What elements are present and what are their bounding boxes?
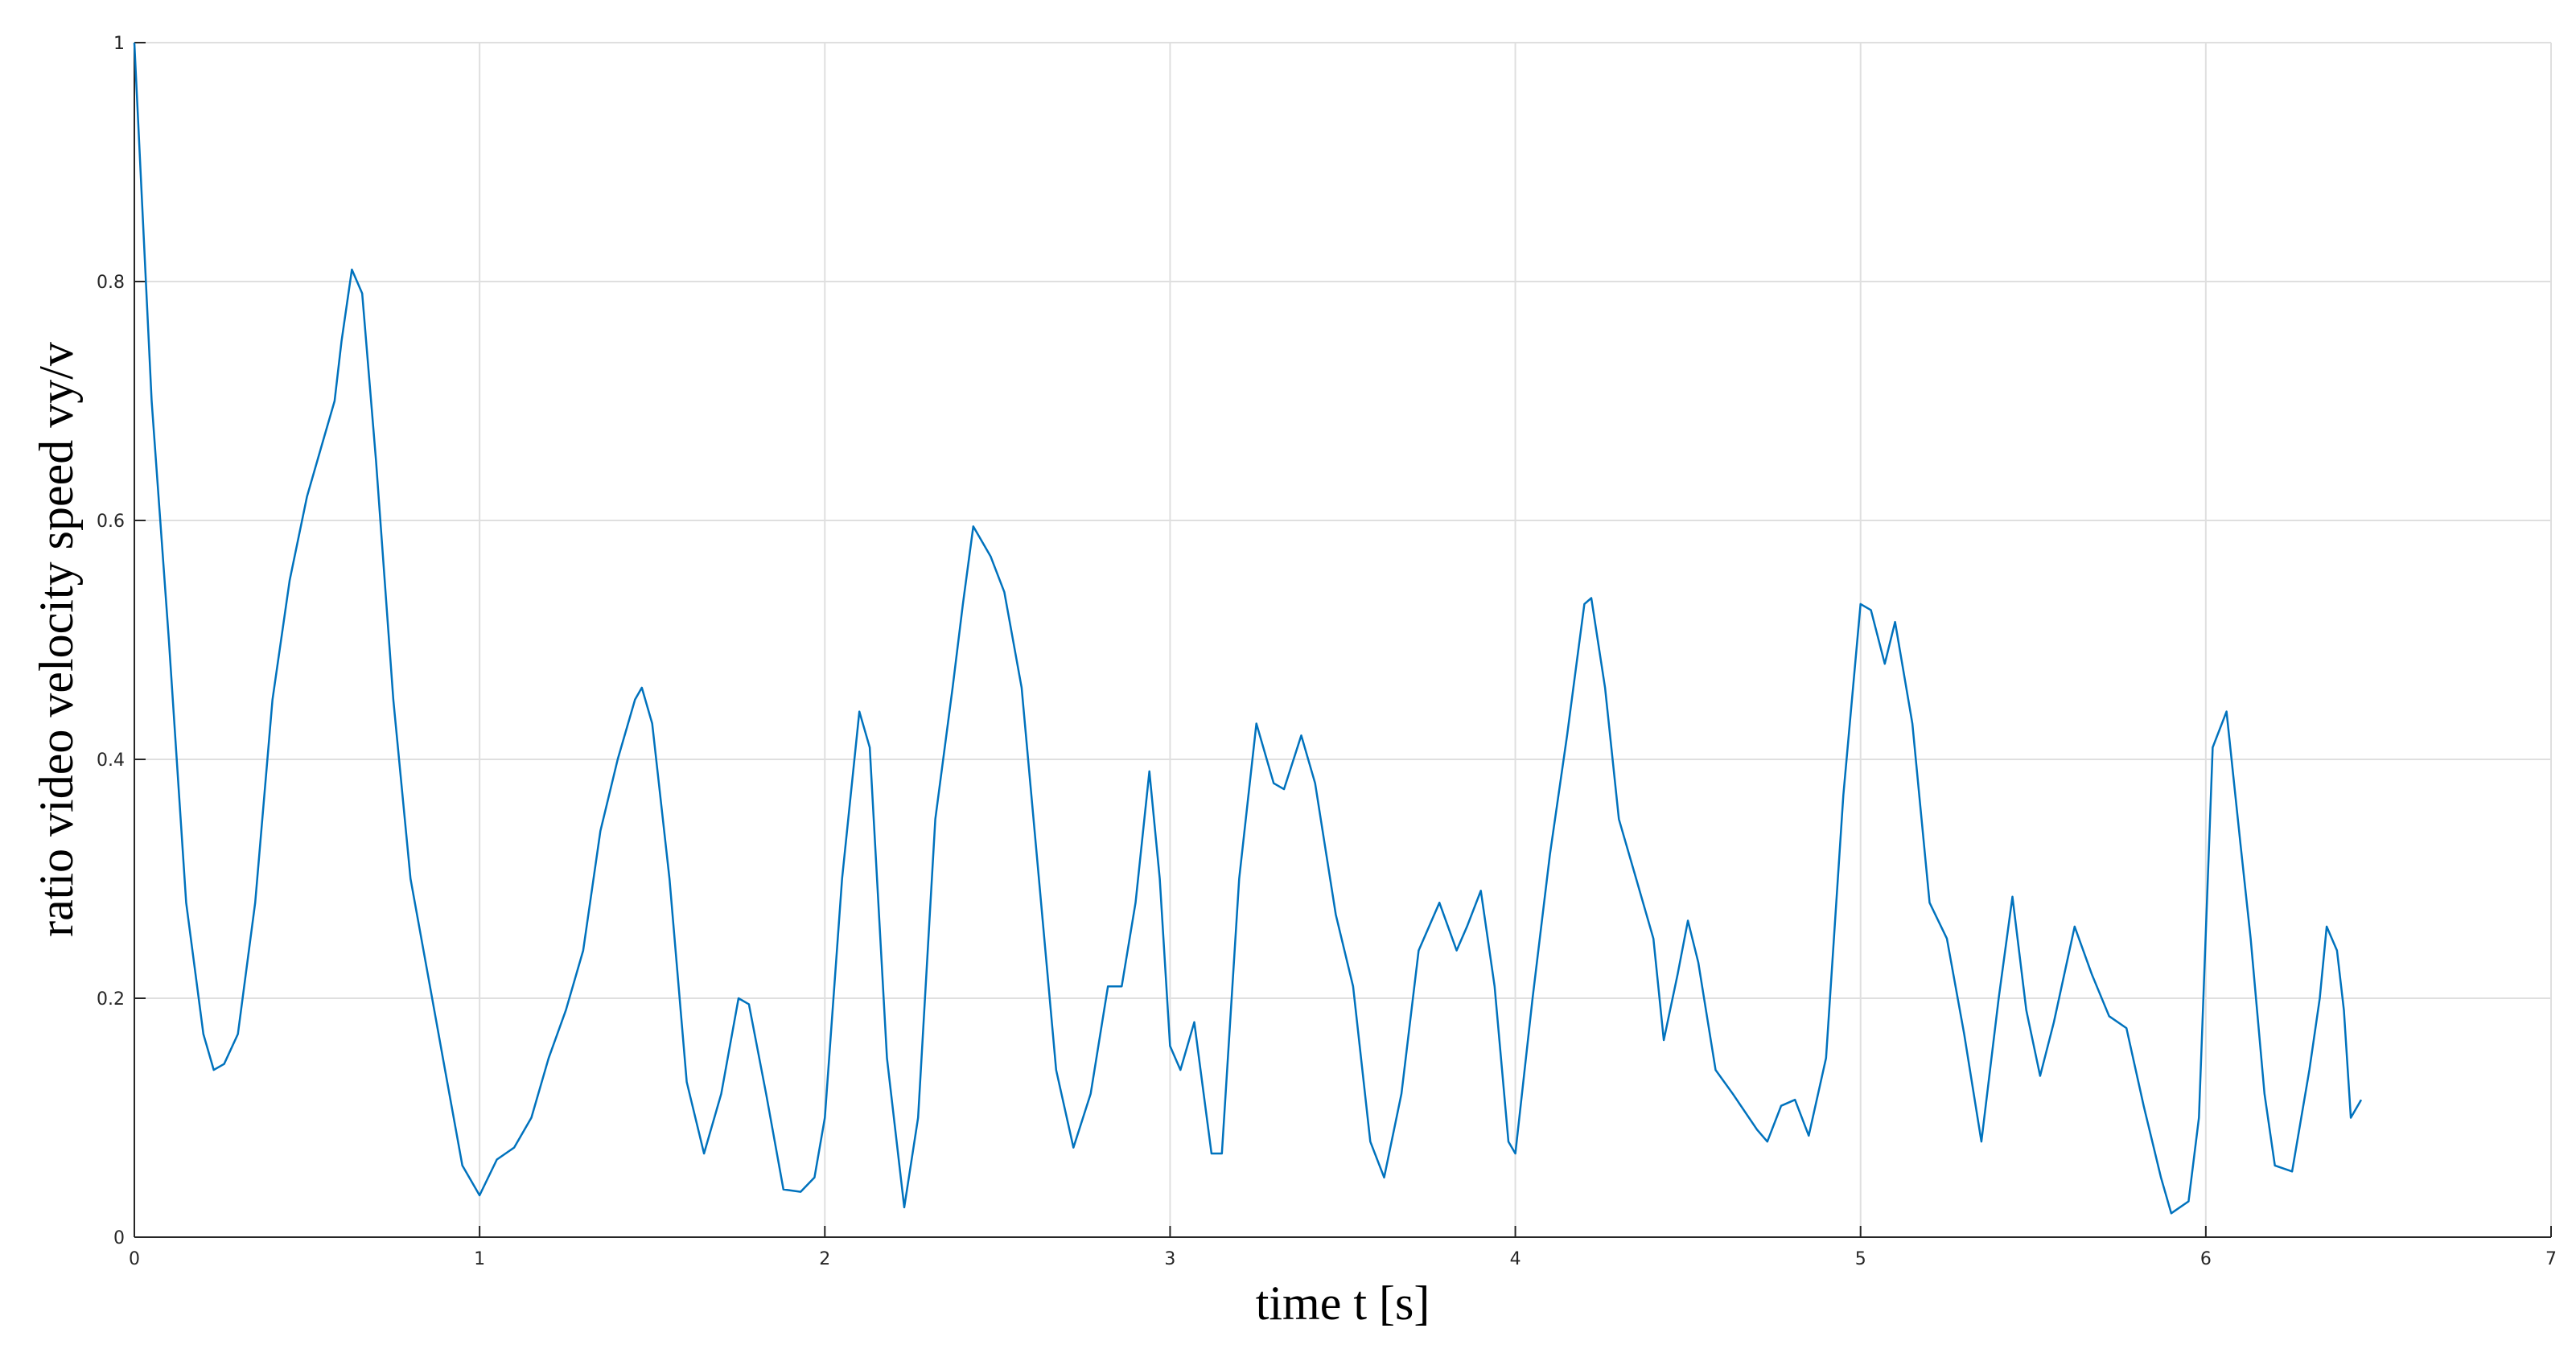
x-tick-label: 3 xyxy=(1164,1249,1175,1269)
x-tick-label: 7 xyxy=(2545,1249,2557,1269)
y-tick-label: 0.6 xyxy=(97,512,125,532)
x-axis-label: time t [s] xyxy=(1256,1277,1430,1330)
x-tick-label: 1 xyxy=(474,1249,485,1269)
x-tick-label: 6 xyxy=(2200,1249,2212,1269)
x-tick-label: 5 xyxy=(1855,1249,1866,1269)
y-tick-label: 1 xyxy=(113,34,125,54)
data-line xyxy=(133,42,2363,1215)
y-tick-label: 0 xyxy=(113,1228,125,1248)
y-tick-label: 0.4 xyxy=(97,751,125,771)
y-tick-label: 0.8 xyxy=(97,273,125,293)
x-tick-label: 4 xyxy=(1510,1249,1521,1269)
x-tick-label: 2 xyxy=(819,1249,830,1269)
x-tick-label: 0 xyxy=(129,1249,140,1269)
y-tick-label: 0.2 xyxy=(97,989,125,1010)
y-axis-label: ratio video velocity speed vy/v xyxy=(30,342,83,937)
